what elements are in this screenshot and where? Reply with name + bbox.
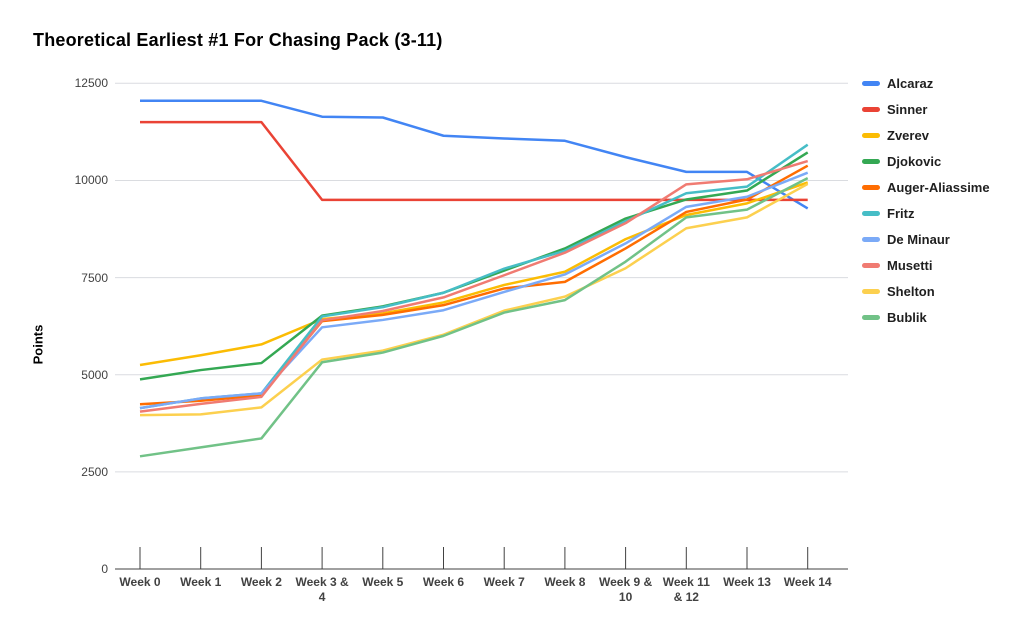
legend-swatch-icon xyxy=(862,80,880,86)
x-tick-label: Week 0 xyxy=(119,575,161,589)
x-tick-label: Week 13 xyxy=(723,575,771,589)
legend-item-fritz: Fritz xyxy=(862,200,990,226)
chart-title: Theoretical Earliest #1 For Chasing Pack… xyxy=(33,30,443,50)
x-tick-label: Week 5 xyxy=(362,575,404,589)
legend-label: Shelton xyxy=(887,283,935,299)
legend-label: De Minaur xyxy=(887,231,950,247)
series-line-zverev xyxy=(139,181,809,367)
x-tick-label: Week 6 xyxy=(422,575,465,589)
legend-label: Bublik xyxy=(887,309,927,325)
series-line-shelton xyxy=(139,182,809,417)
y-tick-label: 0 xyxy=(101,562,108,576)
x-tick-label: Week 1 xyxy=(180,575,222,589)
series-line-fritz xyxy=(139,143,809,410)
y-tick-label: 5000 xyxy=(81,367,108,382)
legend-label: Auger-Aliassime xyxy=(887,179,990,195)
legend-swatch-icon xyxy=(862,210,880,216)
legend-label: Alcaraz xyxy=(887,75,934,91)
x-tick-label: Week 7 xyxy=(483,575,525,589)
y-tick-label: 12500 xyxy=(74,76,108,91)
series-line-musetti xyxy=(139,159,809,413)
legend-swatch-icon xyxy=(862,132,880,138)
legend-swatch-icon xyxy=(862,184,880,190)
chart-legend: Alcaraz Sinner Zverev Djokovic Auger-Aliassi… xyxy=(862,70,990,330)
x-tick-label: Week 14 xyxy=(783,575,832,589)
series-line-de-minaur xyxy=(139,171,809,410)
y-tick-label: 7500 xyxy=(81,270,108,285)
series-line-bublik xyxy=(139,176,809,458)
x-tick-label: Week 8 xyxy=(544,575,586,589)
series-line-alcaraz xyxy=(140,99,809,210)
series-line-auger-aliassime xyxy=(139,164,809,406)
legend-swatch-icon xyxy=(862,236,880,242)
legend-swatch-icon xyxy=(862,288,880,294)
legend-label: Musetti xyxy=(887,257,933,273)
legend-label: Fritz xyxy=(887,205,915,221)
legend-item-alcaraz: Alcaraz xyxy=(862,70,990,96)
y-tick-label: 10000 xyxy=(74,173,108,188)
legend-label: Sinner xyxy=(887,101,928,117)
series-line-djokovic xyxy=(139,151,809,381)
legend-label: Djokovic xyxy=(887,153,942,169)
legend-item-musetti: Musetti xyxy=(862,252,990,278)
legend-swatch-icon xyxy=(862,262,880,268)
legend-item-sinner: Sinner xyxy=(862,96,990,122)
legend-swatch-icon xyxy=(862,106,880,112)
legend-label: Zverev xyxy=(887,127,929,143)
x-tick-label: Week 11 & 12 xyxy=(662,575,710,604)
y-tick-label: 2500 xyxy=(81,464,108,479)
legend-item-djokovic: Djokovic xyxy=(862,148,990,174)
legend-item-shelton: Shelton xyxy=(862,278,990,304)
legend-item-auger-aliassime: Auger-Aliassime xyxy=(862,174,990,200)
legend-swatch-icon xyxy=(862,158,880,164)
series-line-sinner xyxy=(140,120,808,202)
x-tick-label: Week 2 xyxy=(240,575,282,589)
x-tick-label: Week 9 & 10 xyxy=(599,575,653,604)
legend-swatch-icon xyxy=(862,314,880,320)
legend-item-zverev: Zverev xyxy=(862,122,990,148)
legend-item-de-minaur: De Minaur xyxy=(862,226,990,252)
legend-item-bublik: Bublik xyxy=(862,304,990,330)
x-tick-label: Week 3 & 4 xyxy=(295,575,349,604)
